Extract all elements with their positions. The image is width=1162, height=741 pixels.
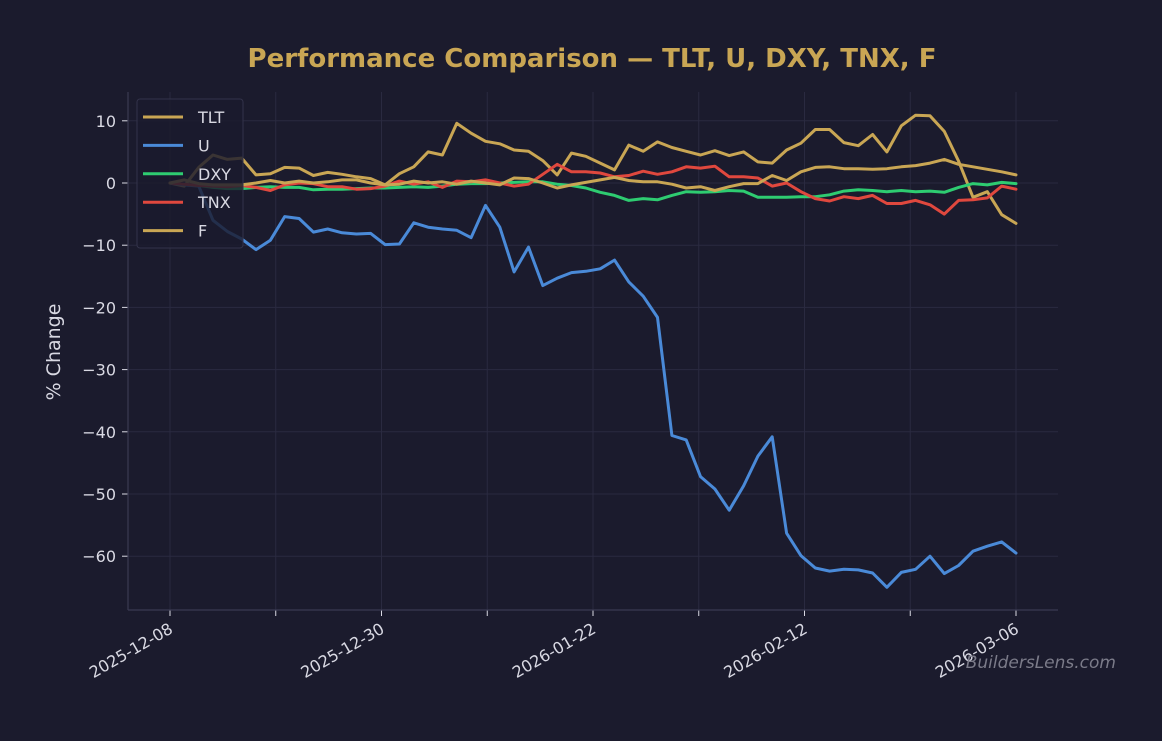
series-line-tlt — [168, 113, 1018, 225]
series-lines — [168, 113, 1018, 589]
y-tick-label: −20 — [82, 298, 116, 317]
legend-label: TNX — [197, 193, 231, 212]
legend-label: U — [198, 136, 210, 155]
y-axis-label: % Change — [43, 304, 65, 401]
y-tick-label: −60 — [82, 547, 116, 566]
legend-box — [136, 98, 244, 249]
legend-label: TLT — [197, 108, 224, 127]
series-line-dxy — [168, 180, 1018, 202]
y-tick-label: −50 — [82, 485, 116, 504]
grid-lines — [128, 92, 1058, 610]
y-tick-label: 0 — [106, 174, 116, 193]
series-line-f — [168, 157, 1018, 192]
chart-title: Performance Comparison — TLT, U, DXY, TN… — [248, 44, 937, 74]
watermark: BuildersLens.com — [966, 653, 1116, 673]
y-tick-label: −30 — [82, 361, 116, 380]
y-tick-label: 10 — [96, 112, 116, 131]
y-tick-label: −10 — [82, 236, 116, 255]
y-tick-label: −40 — [82, 423, 116, 442]
legend: TLT U DXY TNX F — [136, 98, 244, 249]
series-line-u — [168, 181, 1018, 589]
legend-label: F — [198, 222, 207, 241]
legend-label: DXY — [198, 165, 231, 184]
